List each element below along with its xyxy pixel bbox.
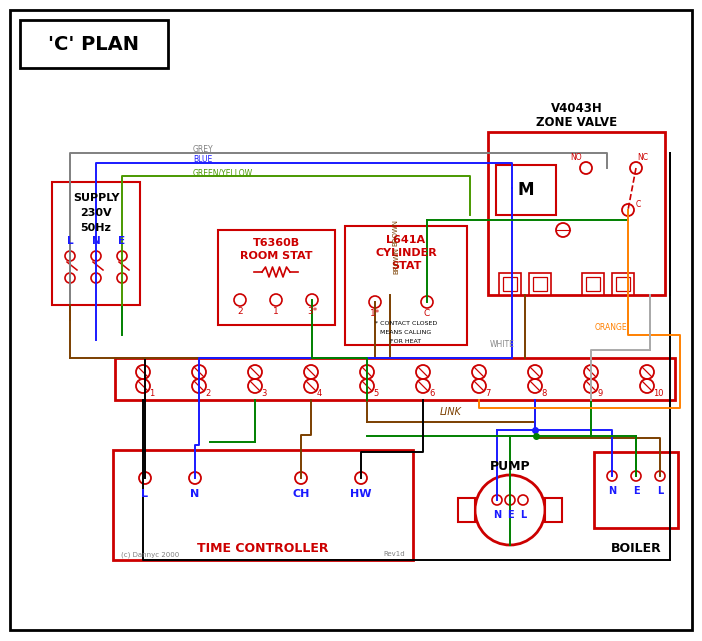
Text: BROWN: BROWN	[393, 247, 399, 274]
Bar	[586, 277, 600, 291]
Text: 9: 9	[597, 389, 602, 398]
Text: PUMP: PUMP	[490, 460, 530, 474]
Text: MEANS CALLING: MEANS CALLING	[380, 330, 432, 335]
Text: Rev1d: Rev1d	[383, 551, 405, 557]
Text: NC: NC	[637, 153, 648, 162]
Text: ORANGE: ORANGE	[595, 323, 628, 332]
Bar	[499, 273, 521, 295]
Bar	[612, 273, 634, 295]
Text: 1*: 1*	[370, 310, 380, 319]
Text: 7: 7	[485, 389, 491, 398]
Text: L: L	[657, 486, 663, 496]
Bar	[594, 452, 678, 528]
Text: GREEN/YELLOW: GREEN/YELLOW	[193, 169, 253, 178]
Text: T6360B: T6360B	[253, 238, 300, 248]
Text: BOILER: BOILER	[611, 542, 661, 554]
Bar	[616, 277, 630, 291]
Bar	[52, 182, 140, 305]
Text: 1: 1	[149, 389, 154, 398]
Bar	[582, 273, 604, 295]
Text: 2: 2	[237, 308, 243, 317]
Bar	[488, 132, 665, 295]
Text: N: N	[608, 486, 616, 496]
Text: * CONTACT CLOSED: * CONTACT CLOSED	[375, 321, 437, 326]
Bar	[503, 277, 517, 291]
Text: E: E	[119, 236, 126, 246]
Text: 8: 8	[541, 389, 546, 398]
Text: 230V: 230V	[80, 208, 112, 218]
Text: 50Hz: 50Hz	[81, 223, 112, 233]
Text: 3: 3	[261, 389, 266, 398]
Text: 10: 10	[653, 389, 663, 398]
Text: 4: 4	[317, 389, 322, 398]
Text: N: N	[92, 236, 100, 246]
Text: STAT: STAT	[391, 261, 421, 271]
Text: 6: 6	[429, 389, 435, 398]
Text: WHITE: WHITE	[490, 340, 515, 349]
Bar	[496, 165, 556, 215]
Bar	[218, 230, 335, 325]
Bar	[113, 450, 413, 560]
Text: E: E	[507, 510, 513, 520]
Text: ZONE VALVE: ZONE VALVE	[536, 115, 617, 128]
Text: GREY: GREY	[193, 146, 213, 154]
Text: N: N	[190, 489, 199, 499]
Text: SUPPLY: SUPPLY	[73, 193, 119, 203]
Bar	[545, 498, 562, 522]
Text: 3*: 3*	[307, 308, 317, 317]
Text: V4043H: V4043H	[550, 101, 602, 115]
Text: C: C	[424, 310, 430, 319]
Bar	[345, 226, 467, 345]
Text: CYLINDER: CYLINDER	[375, 248, 437, 258]
Text: FOR HEAT: FOR HEAT	[390, 339, 422, 344]
Text: BLUE: BLUE	[193, 156, 212, 165]
Text: M: M	[518, 181, 534, 199]
Bar	[458, 498, 475, 522]
Text: 5: 5	[373, 389, 378, 398]
Text: L: L	[142, 489, 149, 499]
Text: (c) Dannyc 2000: (c) Dannyc 2000	[121, 551, 179, 558]
Text: E: E	[633, 486, 640, 496]
Text: NO: NO	[570, 153, 582, 162]
Text: 1: 1	[273, 308, 279, 317]
Bar	[20, 20, 168, 68]
Text: L641A: L641A	[386, 235, 425, 245]
Text: C: C	[636, 200, 641, 209]
Text: LINK: LINK	[440, 407, 462, 417]
Text: TIME CONTROLLER: TIME CONTROLLER	[197, 542, 329, 554]
Text: N: N	[493, 510, 501, 520]
Text: ROOM STAT: ROOM STAT	[240, 251, 313, 261]
Bar	[529, 273, 551, 295]
Text: 'C' PLAN: 'C' PLAN	[48, 35, 140, 53]
Text: 2: 2	[205, 389, 211, 398]
Text: CH: CH	[292, 489, 310, 499]
Text: L: L	[520, 510, 526, 520]
Text: BROWN: BROWN	[392, 219, 398, 246]
Bar	[533, 277, 547, 291]
Text: L: L	[67, 236, 73, 246]
Bar	[115, 358, 675, 400]
Text: HW: HW	[350, 489, 372, 499]
